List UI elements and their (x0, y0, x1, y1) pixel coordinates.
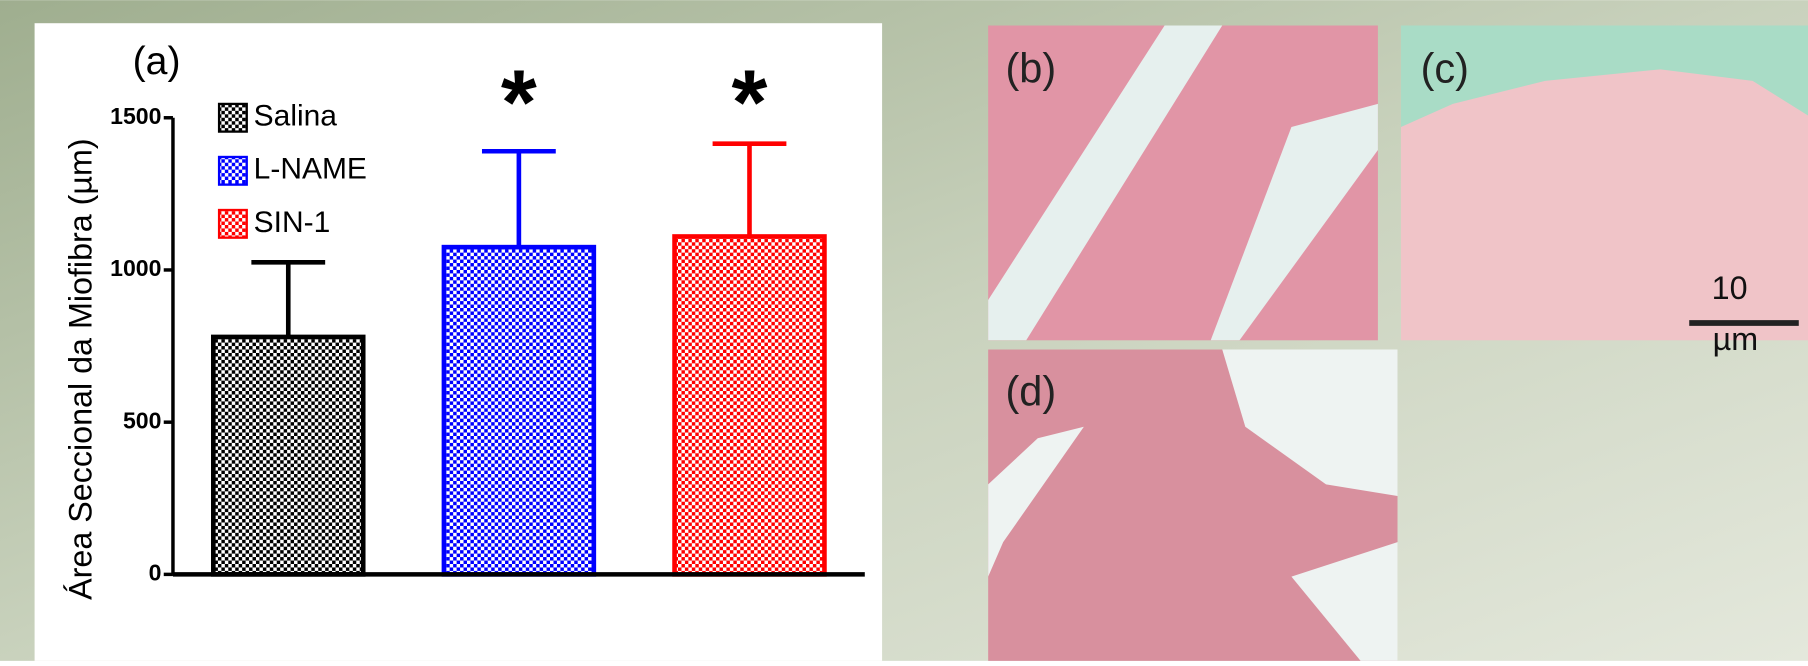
image-b: (b) (988, 26, 1378, 341)
page: {"chart_data": {"type": "bar", "panel_la… (0, 0, 1808, 666)
bar (675, 236, 825, 574)
scale-bar-unit: µm (1713, 321, 1758, 357)
panel-label: (c) (1421, 45, 1469, 92)
annotation: * (501, 50, 537, 154)
y-tick-label: 1500 (110, 103, 161, 129)
y-axis-label: Área Seccional da Miofibra (µm) (63, 138, 99, 600)
y-tick-label: 1000 (110, 255, 161, 281)
legend-swatch (219, 210, 247, 238)
panel-label: (d) (1005, 367, 1056, 414)
y-tick-label: 500 (123, 407, 161, 433)
legend-label: SIN-1 (254, 206, 331, 239)
bar (213, 337, 363, 574)
image-d: (d) (988, 350, 1397, 661)
legend-swatch (219, 104, 247, 132)
legend-swatch (219, 157, 247, 185)
legend-label: Salina (254, 100, 338, 133)
panel-label: (a) (133, 40, 181, 83)
panel-label: (b) (1005, 45, 1056, 92)
y-tick-label: 0 (149, 559, 162, 585)
scale-bar-value: 10 (1712, 270, 1748, 306)
figure: (b) (c) 10 µm (d) (a) Área Seccional da … (0, 0, 1808, 661)
image-c: (c) 10 µm (1401, 26, 1808, 357)
annotation: * (732, 50, 768, 154)
legend-label: L-NAME (254, 153, 367, 186)
bar (444, 247, 594, 574)
